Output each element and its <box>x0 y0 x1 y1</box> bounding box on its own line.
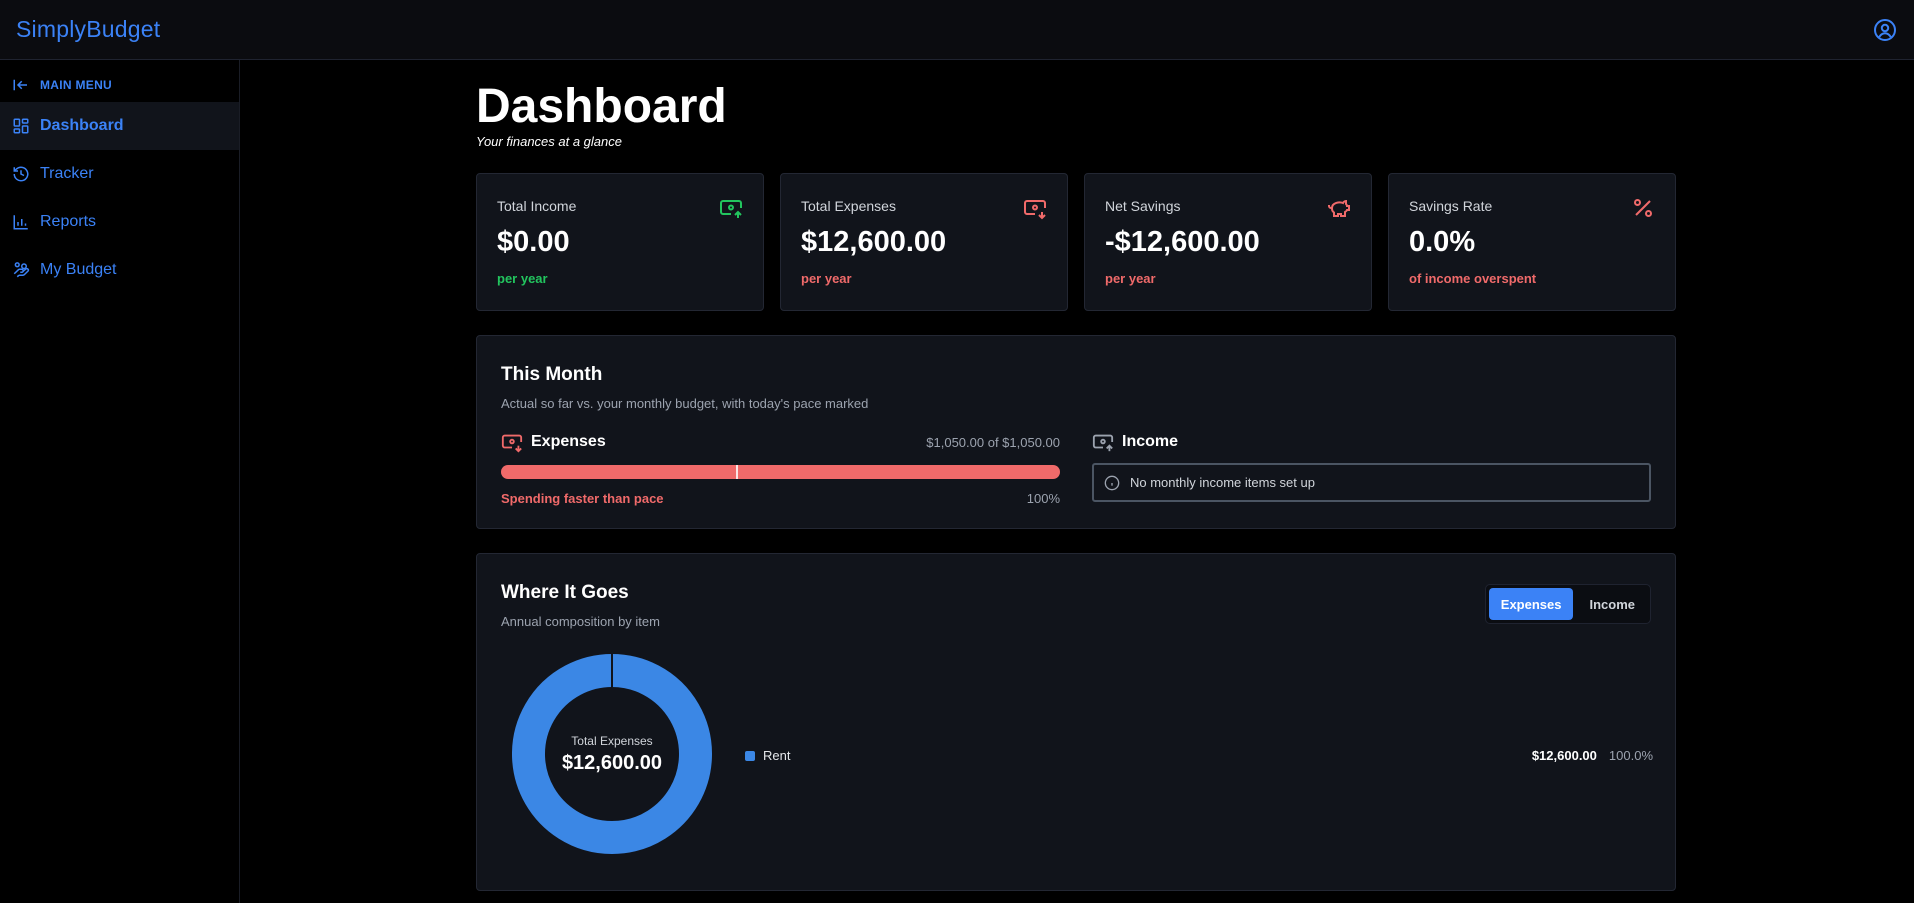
pace-marker <box>735 465 738 479</box>
where-it-goes-panel: Where It Goes Annual composition by item… <box>476 553 1676 891</box>
bar-chart-icon <box>13 215 28 230</box>
page-subtitle: Your finances at a glance <box>476 134 622 149</box>
percent-icon <box>1634 199 1652 217</box>
pace-status: Spending faster than pace <box>501 491 664 506</box>
sidebar-item-my-budget[interactable]: My Budget <box>0 246 239 294</box>
sidebar-item-label: Dashboard <box>40 117 124 134</box>
this-month-panel: This Month Actual so far vs. your monthl… <box>476 335 1676 529</box>
banknote-arrow-down-icon <box>501 434 523 453</box>
card-label: Total Expenses <box>801 198 896 214</box>
info-icon <box>1104 475 1120 490</box>
card-value: 0.0% <box>1409 226 1476 258</box>
piggy-bank-icon <box>1328 199 1350 217</box>
income-label: Income <box>1122 433 1179 450</box>
no-income-message: No monthly income items set up <box>1130 475 1315 490</box>
legend-row[interactable]: Rent $12,600.00 100.0% <box>745 748 1653 763</box>
card-note: of income overspent <box>1409 271 1537 286</box>
main-menu-label: MAIN MENU <box>40 78 113 92</box>
page-title: Dashboard <box>476 80 727 133</box>
legend-item-percent: 100.0% <box>1608 748 1653 763</box>
banknote-arrow-down-icon <box>1024 200 1046 220</box>
donut-slice-gap <box>611 654 613 688</box>
toggle-income-button[interactable]: Income <box>1589 596 1635 612</box>
main-content: Dashboard Your finances at a glance Tota… <box>476 60 1676 891</box>
card-note: per year <box>497 271 548 286</box>
sidebar: MAIN MENU Dashboard Tracker Reports My B… <box>0 60 240 903</box>
sidebar-item-label: Tracker <box>40 165 94 182</box>
monthly-expenses: Expenses $1,050.00 of $1,050.00 Spending… <box>501 431 1060 506</box>
banknote-arrow-up-icon <box>1092 434 1114 452</box>
expenses-amount: $1,050.00 of $1,050.00 <box>926 434 1060 450</box>
expenses-progress-bar <box>501 465 1060 479</box>
sidebar-item-dashboard[interactable]: Dashboard <box>0 102 239 150</box>
legend-swatch <box>745 750 755 761</box>
card-label: Net Savings <box>1105 198 1181 214</box>
sidebar-item-tracker[interactable]: Tracker <box>0 150 239 198</box>
banknote-arrow-up-icon <box>720 200 742 218</box>
no-income-notice: No monthly income items set up <box>1092 463 1651 502</box>
donut-slice-rent[interactable] <box>512 654 712 854</box>
collapse-menu-icon <box>13 79 27 91</box>
card-label: Savings Rate <box>1409 198 1493 214</box>
expenses-label: Expenses <box>531 433 606 450</box>
toggle-expenses-button[interactable]: Expenses <box>1488 588 1574 620</box>
brand-logo[interactable]: SimplyBudget <box>16 16 161 42</box>
card-label: Total Income <box>497 198 577 214</box>
total-income-card: Total Income $0.00 per year <box>476 173 764 311</box>
top-bar: SimplyBudget <box>0 0 1914 60</box>
legend-item-name: Rent <box>763 748 791 763</box>
sidebar-item-reports[interactable]: Reports <box>0 198 239 246</box>
total-expenses-card: Total Expenses $12,600.00 per year <box>780 173 1068 311</box>
history-icon <box>13 166 29 182</box>
card-value: -$12,600.00 <box>1105 226 1260 258</box>
monthly-income: Income No monthly income items set up <box>1092 431 1651 506</box>
net-savings-card: Net Savings -$12,600.00 per year <box>1084 173 1372 311</box>
dashboard-icon <box>13 118 29 134</box>
user-account-icon[interactable] <box>1872 17 1898 43</box>
card-value: $0.00 <box>497 226 570 258</box>
summary-cards: Total Income $0.00 per year Total Expens… <box>476 173 1676 311</box>
main-menu-toggle[interactable]: MAIN MENU <box>0 60 239 102</box>
savings-rate-card: Savings Rate 0.0% of income overspent <box>1388 173 1676 311</box>
panel-subtitle: Annual composition by item <box>501 614 660 629</box>
donut-center-label: Total Expenses <box>571 733 653 748</box>
sidebar-item-label: Reports <box>40 213 97 230</box>
donut-center-value: $12,600.00 <box>561 751 663 774</box>
card-note: per year <box>1105 271 1156 286</box>
panel-subtitle: Actual so far vs. your monthly budget, w… <box>501 396 869 411</box>
card-note: per year <box>801 271 852 286</box>
composition-donut-chart: Total Expenses $12,600.00 <box>512 654 712 854</box>
sidebar-item-label: My Budget <box>40 261 117 278</box>
panel-title: This Month <box>501 364 603 385</box>
legend-item-amount: $12,600.00 <box>1531 748 1597 763</box>
panel-title: Where It Goes <box>501 582 629 603</box>
composition-toggle: Expenses Income <box>1484 584 1651 624</box>
expenses-percent: 100% <box>1026 491 1060 506</box>
hand-coins-icon <box>13 262 30 278</box>
card-value: $12,600.00 <box>801 226 947 258</box>
